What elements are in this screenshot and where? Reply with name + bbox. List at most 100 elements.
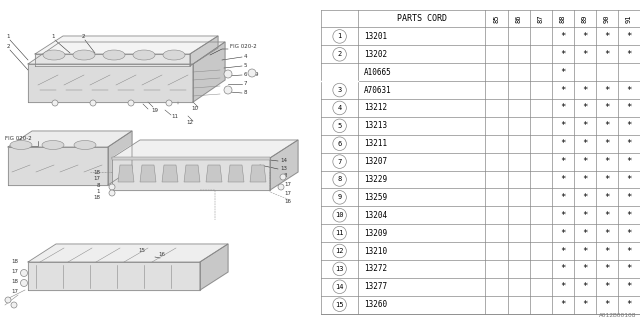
Text: A012B00108: A012B00108 xyxy=(599,313,637,318)
Text: 7: 7 xyxy=(337,159,342,164)
Circle shape xyxy=(224,86,232,94)
Text: 13211: 13211 xyxy=(364,139,387,148)
Text: 8: 8 xyxy=(97,183,100,188)
Text: *: * xyxy=(604,282,609,291)
Text: *: * xyxy=(582,121,588,130)
Text: 5: 5 xyxy=(337,123,342,129)
Text: 17: 17 xyxy=(284,191,291,196)
Text: 6: 6 xyxy=(337,141,342,147)
Text: *: * xyxy=(604,139,609,148)
Text: PARTS CORD: PARTS CORD xyxy=(397,14,447,23)
Text: 19: 19 xyxy=(152,108,159,113)
Text: *: * xyxy=(604,32,609,41)
Text: *: * xyxy=(560,193,565,202)
Text: 13: 13 xyxy=(280,166,287,171)
Text: *: * xyxy=(560,85,565,95)
Text: 15: 15 xyxy=(335,302,344,308)
Circle shape xyxy=(166,100,172,106)
Text: *: * xyxy=(604,103,609,112)
Text: *: * xyxy=(627,139,632,148)
Circle shape xyxy=(20,279,28,286)
Polygon shape xyxy=(28,42,225,64)
Text: 13: 13 xyxy=(335,266,344,272)
Text: 13212: 13212 xyxy=(364,103,387,112)
Text: *: * xyxy=(560,264,565,273)
Text: 13272: 13272 xyxy=(364,264,387,273)
Text: 13213: 13213 xyxy=(364,121,387,130)
Text: 13204: 13204 xyxy=(364,211,387,220)
Text: *: * xyxy=(604,228,609,238)
Text: 18: 18 xyxy=(93,195,100,200)
Polygon shape xyxy=(28,64,193,102)
Text: 17: 17 xyxy=(284,182,291,187)
Text: *: * xyxy=(582,85,588,95)
Text: 17: 17 xyxy=(11,269,18,274)
Polygon shape xyxy=(206,165,222,182)
Circle shape xyxy=(5,297,11,303)
Text: 13259: 13259 xyxy=(364,193,387,202)
Text: 9: 9 xyxy=(337,194,342,200)
Text: *: * xyxy=(582,282,588,291)
Text: *: * xyxy=(604,157,609,166)
Text: 18: 18 xyxy=(11,259,18,264)
Text: *: * xyxy=(582,264,588,273)
Circle shape xyxy=(109,190,115,196)
Text: *: * xyxy=(604,175,609,184)
Text: 13229: 13229 xyxy=(364,175,387,184)
Text: *: * xyxy=(604,193,609,202)
Polygon shape xyxy=(108,131,132,185)
Text: *: * xyxy=(627,157,632,166)
Text: 10: 10 xyxy=(191,106,198,111)
Text: *: * xyxy=(560,246,565,255)
Text: 17: 17 xyxy=(11,289,18,294)
Text: 1: 1 xyxy=(51,34,55,39)
Ellipse shape xyxy=(10,140,32,149)
Text: *: * xyxy=(560,68,565,77)
Text: 6: 6 xyxy=(244,72,248,77)
Text: *: * xyxy=(582,211,588,220)
Text: *: * xyxy=(582,32,588,41)
Circle shape xyxy=(52,100,58,106)
Text: 11: 11 xyxy=(172,114,179,119)
Text: FIG 020-2: FIG 020-2 xyxy=(5,136,32,141)
Text: 90: 90 xyxy=(604,14,610,23)
Text: *: * xyxy=(627,246,632,255)
Text: 86: 86 xyxy=(516,14,522,23)
Text: 14: 14 xyxy=(280,158,287,163)
Text: 18: 18 xyxy=(11,279,18,284)
Text: 12: 12 xyxy=(335,248,344,254)
Text: 12: 12 xyxy=(186,120,193,125)
Text: *: * xyxy=(560,211,565,220)
Text: *: * xyxy=(560,50,565,59)
Text: 9: 9 xyxy=(255,72,259,77)
Text: *: * xyxy=(560,282,565,291)
Text: *: * xyxy=(627,103,632,112)
Circle shape xyxy=(11,302,17,308)
Text: *: * xyxy=(604,121,609,130)
Text: *: * xyxy=(560,32,565,41)
Polygon shape xyxy=(112,157,270,160)
Text: *: * xyxy=(604,211,609,220)
Polygon shape xyxy=(162,165,178,182)
Text: 88: 88 xyxy=(560,14,566,23)
Polygon shape xyxy=(140,165,156,182)
Text: 13202: 13202 xyxy=(364,50,387,59)
Text: A10665: A10665 xyxy=(364,68,392,77)
Text: 2: 2 xyxy=(6,44,10,49)
Text: *: * xyxy=(560,157,565,166)
Text: 13207: 13207 xyxy=(364,157,387,166)
Text: *: * xyxy=(627,175,632,184)
Text: *: * xyxy=(627,264,632,273)
Text: *: * xyxy=(582,300,588,309)
Text: *: * xyxy=(560,139,565,148)
Text: 85: 85 xyxy=(493,14,499,23)
Text: *: * xyxy=(604,50,609,59)
Ellipse shape xyxy=(103,50,125,60)
Text: 3: 3 xyxy=(284,173,287,178)
Text: *: * xyxy=(582,139,588,148)
Text: 5: 5 xyxy=(244,63,248,68)
Text: 16: 16 xyxy=(158,252,165,257)
Text: 13210: 13210 xyxy=(364,246,387,255)
Circle shape xyxy=(278,184,284,190)
Text: 1: 1 xyxy=(337,33,342,39)
